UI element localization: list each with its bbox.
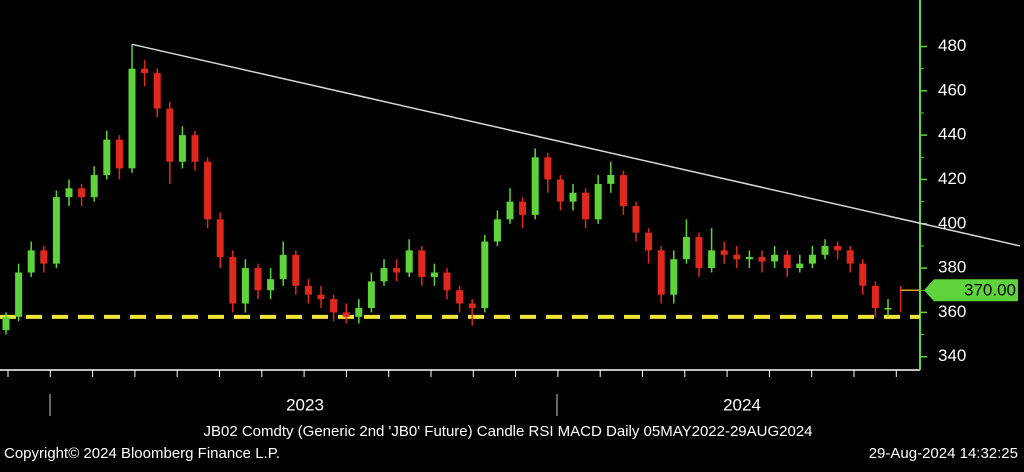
candle-body bbox=[783, 254, 791, 269]
candle-body bbox=[556, 179, 564, 202]
candle-body bbox=[90, 175, 98, 198]
candle-body bbox=[834, 245, 842, 251]
candle-body bbox=[254, 268, 262, 291]
candle-body bbox=[569, 192, 577, 202]
candle-body bbox=[544, 157, 552, 180]
candle-body bbox=[65, 188, 73, 198]
candle-body bbox=[317, 294, 325, 300]
candle-body bbox=[821, 245, 829, 255]
candle-body bbox=[355, 307, 363, 317]
candle-body bbox=[191, 135, 199, 162]
candle-body bbox=[796, 263, 804, 269]
candle-body bbox=[52, 197, 60, 264]
y-tick-label: 340 bbox=[938, 346, 966, 365]
candle-body bbox=[695, 237, 703, 269]
candle-body bbox=[720, 250, 728, 255]
copyright: Copyright© 2024 Bloomberg Finance L.P. bbox=[4, 445, 280, 462]
candle-body bbox=[418, 250, 426, 277]
trendline bbox=[131, 43, 1021, 247]
timestamp: 29-Aug-2024 14:32:25 bbox=[869, 445, 1018, 462]
y-tick-label: 360 bbox=[938, 302, 966, 321]
candle-body bbox=[304, 285, 312, 295]
candle-body bbox=[468, 303, 476, 308]
candle-body bbox=[682, 237, 690, 260]
candle-body bbox=[607, 175, 615, 184]
candle-body bbox=[430, 272, 438, 277]
candle-body bbox=[241, 268, 249, 304]
y-tick-label: 460 bbox=[938, 80, 966, 99]
candle-body bbox=[859, 263, 867, 286]
candle-body bbox=[367, 281, 375, 308]
candle-body bbox=[204, 161, 212, 220]
y-tick-label: 440 bbox=[938, 125, 966, 144]
candle-body bbox=[178, 135, 186, 162]
candle-body bbox=[519, 201, 527, 215]
candle-body bbox=[267, 279, 275, 291]
y-tick-label: 480 bbox=[938, 36, 966, 55]
candle-body bbox=[645, 232, 653, 251]
candle-body bbox=[846, 250, 854, 264]
y-tick-label: 420 bbox=[938, 169, 966, 188]
candle-body bbox=[745, 257, 753, 260]
candle-body bbox=[279, 254, 287, 280]
candle-body bbox=[216, 219, 224, 258]
y-tick-label: 380 bbox=[938, 258, 966, 277]
candle-body bbox=[153, 73, 161, 109]
candle-body bbox=[141, 68, 149, 74]
candle-body bbox=[884, 307, 892, 310]
candle-body bbox=[506, 201, 514, 220]
candle-body bbox=[657, 250, 665, 295]
candle-body bbox=[292, 254, 300, 286]
candle-body bbox=[443, 272, 451, 291]
candle-body bbox=[78, 188, 86, 198]
candle-body bbox=[128, 68, 136, 169]
candle-body bbox=[405, 250, 413, 273]
candle-body bbox=[493, 219, 501, 242]
candle-body bbox=[632, 206, 640, 233]
candle-body bbox=[481, 241, 489, 308]
last-price-box bbox=[924, 279, 1018, 302]
chart-title: JB02 Comdty (Generic 2nd 'JB0' Future) C… bbox=[203, 423, 812, 440]
candle-body bbox=[15, 272, 23, 317]
year-label: 2024 bbox=[723, 395, 761, 414]
year-label: 2023 bbox=[286, 395, 324, 414]
candle-body bbox=[670, 259, 678, 295]
candle-body bbox=[871, 285, 879, 308]
y-tick-label: 400 bbox=[938, 213, 966, 232]
candle-body bbox=[229, 257, 237, 304]
candle-body bbox=[40, 250, 48, 264]
last-price-label: 370.00 bbox=[964, 281, 1016, 300]
candle-body bbox=[342, 312, 350, 317]
candle-body bbox=[733, 254, 741, 260]
candle-body bbox=[758, 257, 766, 262]
candle-body bbox=[103, 139, 111, 176]
candle-body bbox=[2, 316, 10, 331]
candle-body bbox=[380, 268, 388, 282]
candle-body bbox=[531, 157, 539, 215]
candle-body bbox=[708, 250, 716, 269]
candle-body bbox=[456, 290, 464, 304]
candle-body bbox=[582, 192, 590, 220]
candle-body bbox=[166, 108, 174, 162]
candle-body bbox=[808, 254, 816, 264]
candle-body bbox=[619, 175, 627, 207]
candle-body bbox=[115, 139, 123, 169]
candle-body bbox=[393, 268, 401, 273]
candle-body bbox=[594, 183, 602, 220]
candle-body bbox=[27, 250, 35, 273]
candle-body bbox=[771, 254, 779, 262]
candle-body bbox=[330, 299, 338, 313]
